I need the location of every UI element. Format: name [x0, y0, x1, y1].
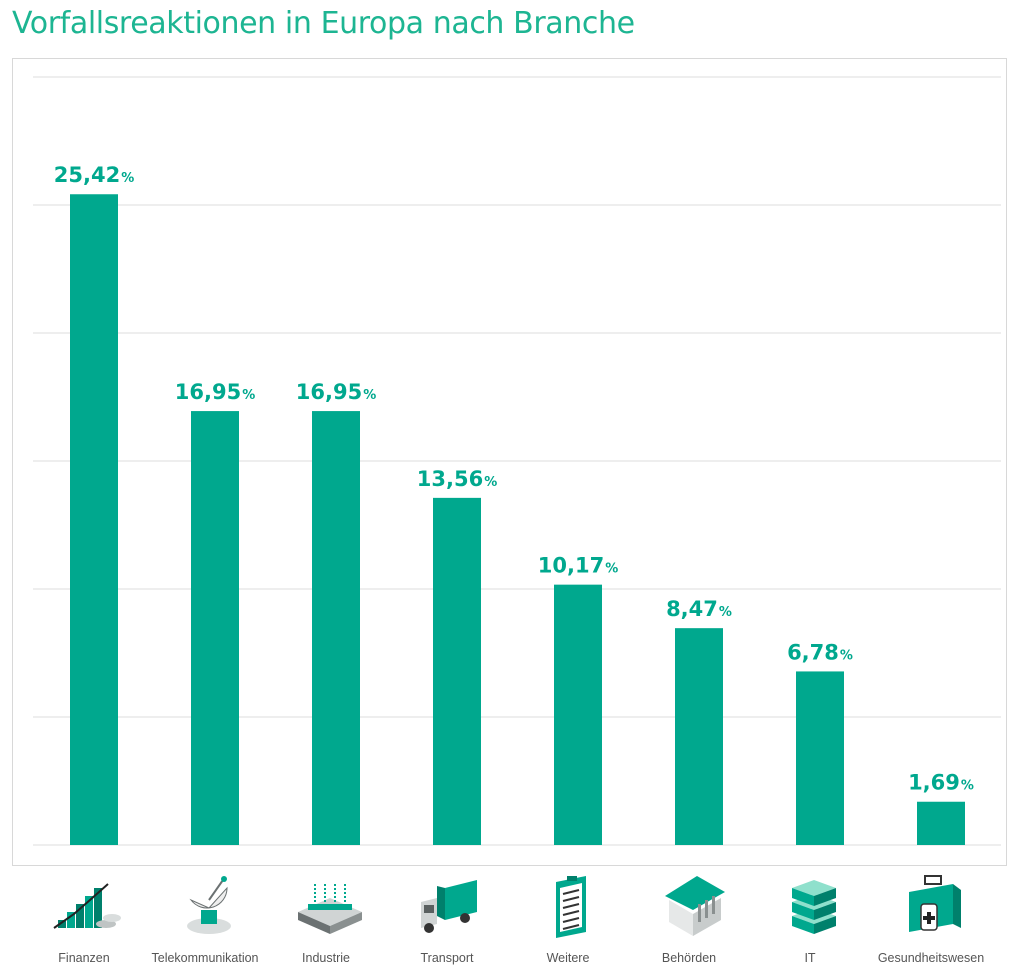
chart-title: Vorfallsreaktionen in Europa nach Branch…: [12, 6, 635, 41]
value-number: 1,69: [908, 771, 960, 795]
value-label: 6,78%: [787, 640, 853, 664]
value-label: 8,47%: [666, 597, 732, 621]
value-label: 25,42%: [54, 163, 134, 187]
server-icon: [792, 880, 836, 934]
category-label: Transport: [420, 951, 474, 965]
category-label: Industrie: [302, 951, 350, 965]
value-percent-sign: %: [484, 475, 497, 490]
value-number: 25,42: [54, 163, 120, 187]
bar-gesundheitswesen: [917, 801, 965, 845]
bar-industrie: [312, 411, 360, 845]
value-label: 1,69%: [908, 771, 974, 795]
truck-icon: [421, 880, 477, 933]
value-percent-sign: %: [363, 388, 376, 403]
category-label: Weitere: [547, 951, 590, 965]
bar-telekommunikation: [191, 411, 239, 845]
bar-weitere: [554, 584, 602, 845]
value-number: 10,17: [538, 554, 604, 578]
value-number: 16,95: [296, 380, 362, 404]
value-percent-sign: %: [242, 388, 255, 403]
bar-finanzen: [70, 194, 118, 846]
value-percent-sign: %: [719, 605, 732, 620]
value-percent-sign: %: [605, 562, 618, 577]
value-percent-sign: %: [121, 171, 134, 186]
category-label: IT: [804, 951, 815, 965]
bar-behörden: [675, 628, 723, 845]
bar-transport: [433, 497, 481, 845]
first-aid-kit-icon: [909, 875, 961, 932]
value-number: 6,78: [787, 640, 839, 664]
value-label: 16,95%: [296, 380, 376, 404]
finance-icon: [53, 883, 121, 929]
value-label: 10,17%: [538, 554, 618, 578]
government-building-icon: [665, 876, 725, 936]
value-percent-sign: %: [840, 648, 853, 663]
category-label: Finanzen: [58, 951, 109, 965]
category-label: Telekommunikation: [152, 951, 259, 965]
value-number: 13,56: [417, 467, 483, 491]
satellite-dish-icon: [187, 876, 231, 934]
category-label: Gesundheitswesen: [878, 951, 984, 965]
value-number: 16,95: [175, 380, 241, 404]
clipboard-icon: [556, 876, 586, 938]
category-label: Behörden: [662, 951, 716, 965]
value-number: 8,47: [666, 597, 718, 621]
value-label: 16,95%: [175, 380, 255, 404]
bar-it: [796, 671, 844, 845]
value-percent-sign: %: [961, 779, 974, 794]
factory-icon: [298, 884, 362, 934]
plot-frame: [12, 58, 1007, 866]
value-label: 13,56%: [417, 467, 497, 491]
